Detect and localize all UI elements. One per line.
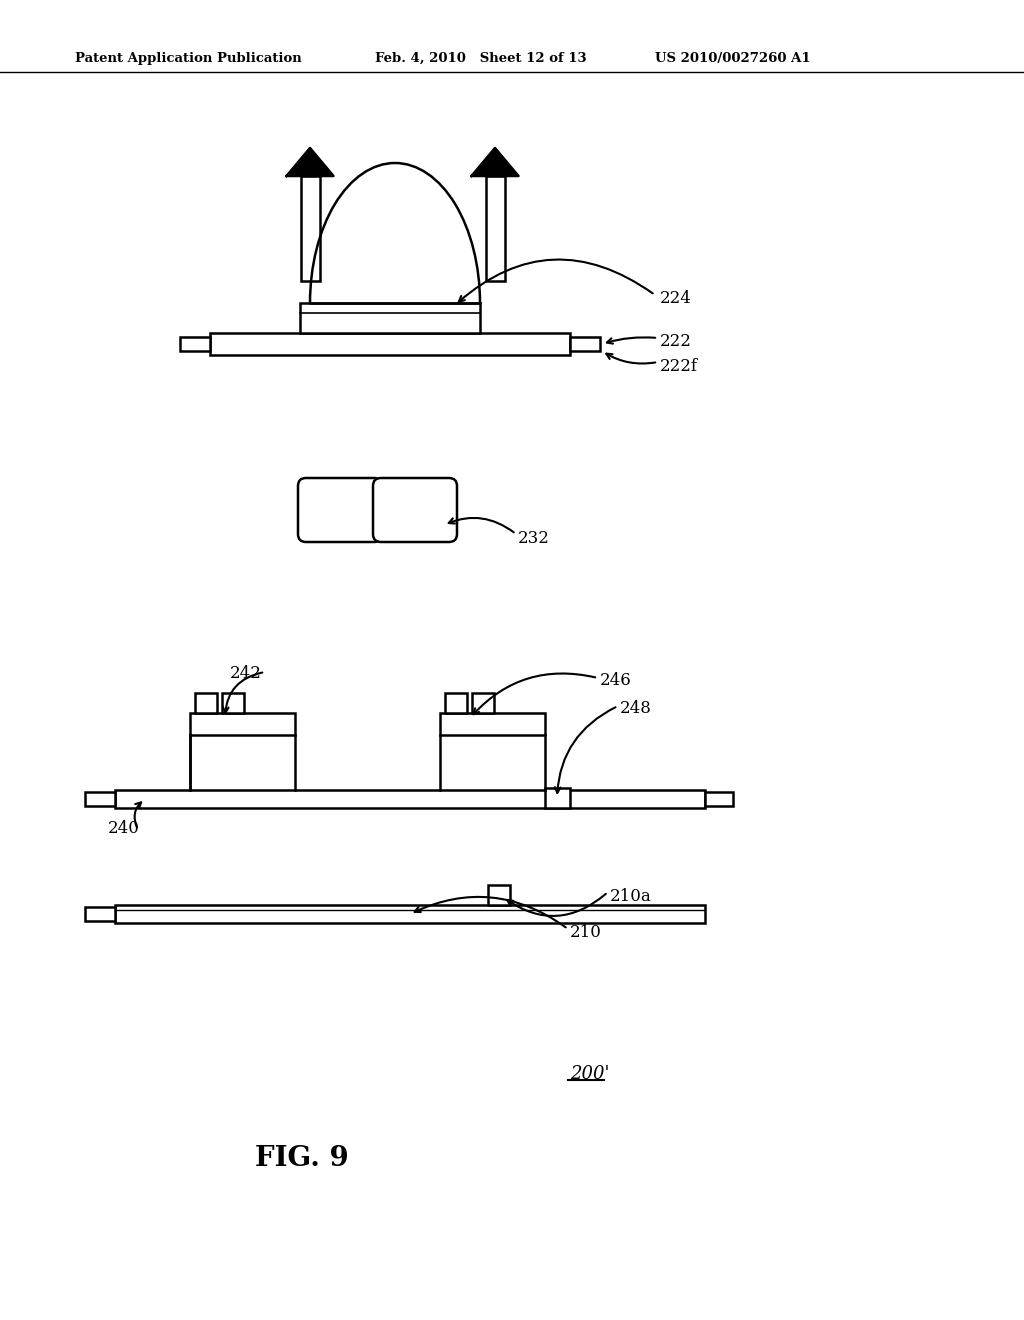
Bar — [300, 176, 319, 281]
Text: 242: 242 — [230, 665, 262, 682]
Text: 246: 246 — [600, 672, 632, 689]
Bar — [445, 693, 467, 713]
Text: FIG. 9: FIG. 9 — [255, 1144, 349, 1172]
Bar — [115, 789, 705, 808]
Bar — [300, 304, 480, 333]
Bar — [485, 176, 505, 281]
Bar — [180, 337, 210, 351]
FancyBboxPatch shape — [298, 478, 382, 543]
Text: 200': 200' — [570, 1065, 609, 1082]
Text: US 2010/0027260 A1: US 2010/0027260 A1 — [655, 51, 811, 65]
Text: 210: 210 — [570, 924, 602, 941]
Bar — [488, 884, 510, 906]
Bar — [195, 693, 217, 713]
Bar — [85, 792, 115, 807]
Bar — [705, 792, 733, 807]
FancyBboxPatch shape — [373, 478, 457, 543]
Bar — [85, 907, 115, 921]
Text: Patent Application Publication: Patent Application Publication — [75, 51, 302, 65]
Text: 240: 240 — [108, 820, 140, 837]
Bar — [472, 693, 494, 713]
Bar — [115, 906, 705, 923]
Bar — [570, 337, 600, 351]
Text: 222: 222 — [660, 333, 692, 350]
Text: 232: 232 — [518, 531, 550, 546]
Text: 224: 224 — [660, 290, 692, 308]
Text: 210a: 210a — [610, 888, 651, 906]
Text: 222f: 222f — [660, 358, 698, 375]
Bar — [222, 693, 244, 713]
Bar — [545, 788, 570, 808]
Bar — [440, 713, 545, 735]
Bar — [210, 333, 570, 355]
Text: 248: 248 — [620, 700, 652, 717]
Bar — [190, 713, 295, 735]
Polygon shape — [287, 148, 334, 176]
Polygon shape — [471, 148, 518, 176]
Text: Feb. 4, 2010   Sheet 12 of 13: Feb. 4, 2010 Sheet 12 of 13 — [375, 51, 587, 65]
